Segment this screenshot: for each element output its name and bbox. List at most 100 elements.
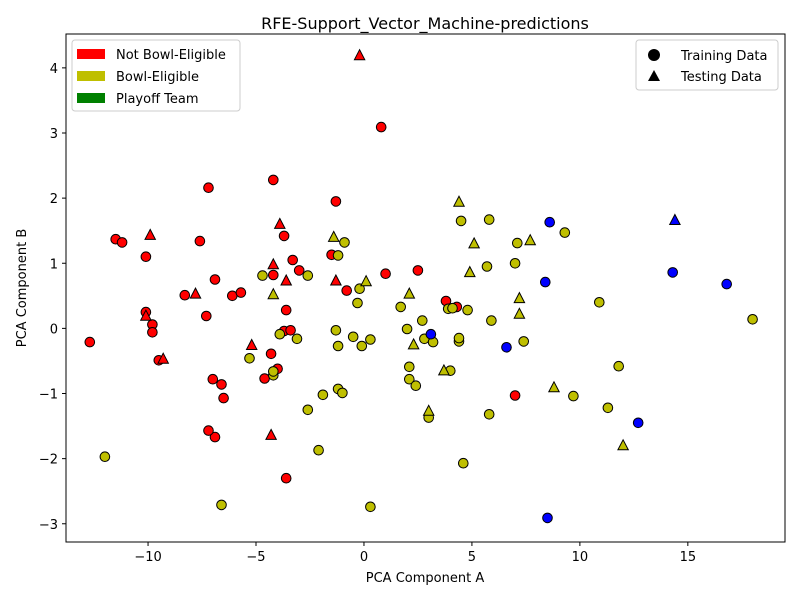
- data-point-yellow-circle: [486, 315, 497, 326]
- data-point-red-circle: [209, 431, 221, 443]
- data-point-yellow-circle: [365, 334, 376, 345]
- data-point-yellow-triangle: [327, 230, 340, 242]
- data-point-red-circle: [147, 327, 158, 338]
- data-point-yellow-circle: [347, 331, 359, 343]
- data-point-red-circle: [84, 336, 96, 348]
- data-point-red-circle: [116, 237, 128, 248]
- data-point-yellow-circle: [274, 328, 286, 340]
- marker-legend-frame: [635, 39, 779, 91]
- data-point-yellow-triangle: [407, 337, 420, 350]
- y-tick-label: 4: [50, 62, 58, 77]
- data-point-yellow-triangle: [437, 363, 450, 376]
- data-point-red-circle: [203, 182, 214, 193]
- class-legend-swatch-not-bowl-eligible: [77, 49, 105, 59]
- data-point-blue-circle: [542, 512, 553, 524]
- data-point-blue-circle: [632, 417, 644, 429]
- data-point-yellow-circle: [352, 297, 363, 309]
- class-legend-swatch-playoff-team: [77, 93, 105, 103]
- data-point-red-circle: [194, 235, 206, 247]
- data-point-blue-circle: [425, 328, 437, 340]
- data-point-yellow-circle: [356, 340, 368, 352]
- data-point-yellow-circle: [257, 270, 268, 281]
- x-tick-label: 5: [468, 550, 476, 565]
- data-point-yellow-triangle: [617, 438, 630, 451]
- data-point-yellow-circle: [244, 353, 255, 364]
- data-point-yellow-triangle: [267, 287, 280, 300]
- data-point-blue-circle: [540, 276, 551, 288]
- data-point-red-circle: [280, 472, 292, 484]
- data-point-yellow-triangle: [468, 236, 481, 249]
- data-point-yellow-triangle: [422, 404, 435, 416]
- data-point-yellow-circle: [332, 340, 344, 352]
- data-point-red-circle: [216, 379, 227, 390]
- x-tick-label: 10: [572, 550, 589, 565]
- data-point-red-triangle: [144, 228, 157, 240]
- y-tick-label: −1: [39, 388, 58, 403]
- data-point-yellow-circle: [455, 215, 467, 227]
- x-tick-label: −5: [246, 550, 265, 565]
- data-point-red-circle: [330, 196, 342, 207]
- points-layer: [84, 48, 758, 524]
- data-point-red-circle: [235, 287, 247, 298]
- data-point-yellow-circle: [401, 323, 413, 335]
- y-tick-label: 3: [50, 127, 58, 142]
- data-point-yellow-triangle: [547, 380, 561, 393]
- data-point-red-circle: [509, 390, 521, 401]
- data-point-red-triangle: [265, 428, 278, 440]
- data-point-yellow-circle: [302, 270, 314, 281]
- data-point-yellow-triangle: [403, 287, 416, 299]
- data-point-red-circle: [412, 265, 424, 276]
- data-point-yellow-circle: [509, 258, 521, 269]
- data-point-yellow-circle: [512, 237, 523, 249]
- y-axis-label: PCA Component B: [15, 229, 30, 347]
- data-point-red-triangle: [189, 287, 202, 299]
- y-tick-label: 2: [50, 192, 58, 207]
- data-point-yellow-circle: [337, 387, 348, 399]
- data-point-red-triangle: [273, 217, 286, 229]
- legend-triangle-marker: [648, 70, 660, 81]
- data-point-yellow-circle: [302, 404, 314, 416]
- marker-legend-label-training: Training Data: [680, 49, 767, 64]
- data-point-yellow-circle: [458, 457, 469, 469]
- data-point-red-triangle: [329, 273, 342, 286]
- data-point-blue-triangle: [668, 213, 681, 225]
- data-point-red-circle: [268, 174, 279, 186]
- data-point-yellow-circle: [483, 214, 495, 225]
- data-point-yellow-circle: [339, 237, 350, 248]
- data-point-red-triangle: [139, 309, 152, 321]
- data-point-yellow-circle: [268, 366, 279, 377]
- data-point-red-circle: [380, 268, 391, 280]
- data-point-yellow-circle: [404, 361, 415, 373]
- data-point-yellow-circle: [602, 402, 614, 414]
- data-point-yellow-circle: [410, 380, 422, 392]
- data-point-blue-circle: [667, 267, 679, 278]
- class-legend-label-not-bowl-eligible: Not Bowl-Eligible: [116, 48, 226, 63]
- plot-frame: [65, 33, 786, 543]
- y-tick-label: −3: [39, 518, 58, 533]
- y-tick-label: −2: [39, 453, 58, 468]
- data-point-yellow-circle: [313, 444, 324, 456]
- legend-circle-marker: [648, 49, 660, 61]
- data-point-blue-circle: [721, 278, 733, 290]
- data-point-yellow-circle: [330, 325, 342, 336]
- data-point-red-circle: [265, 348, 277, 360]
- data-point-yellow-circle: [483, 409, 495, 420]
- x-axis-label: PCA Component A: [366, 571, 485, 586]
- class-legend-frame: [71, 39, 241, 112]
- data-point-red-triangle: [267, 257, 280, 270]
- data-point-red-circle: [201, 310, 212, 322]
- data-point-yellow-circle: [481, 261, 493, 272]
- data-point-red-circle: [341, 285, 353, 296]
- data-point-red-circle: [203, 425, 214, 436]
- data-point-red-circle: [218, 392, 229, 404]
- class-legend: Not Bowl-Eligible Bowl-Eligible Playoff …: [71, 39, 241, 112]
- data-point-yellow-circle: [365, 501, 376, 513]
- data-point-blue-circle: [544, 216, 556, 228]
- data-point-yellow-triangle: [452, 195, 466, 207]
- data-point-yellow-circle: [594, 297, 605, 308]
- data-point-yellow-circle: [417, 315, 428, 326]
- data-point-red-circle: [207, 373, 219, 385]
- chart-title: RFE-Support_Vector_Machine-predictions: [261, 14, 589, 34]
- class-legend-swatch-bowl-eligible: [77, 71, 105, 81]
